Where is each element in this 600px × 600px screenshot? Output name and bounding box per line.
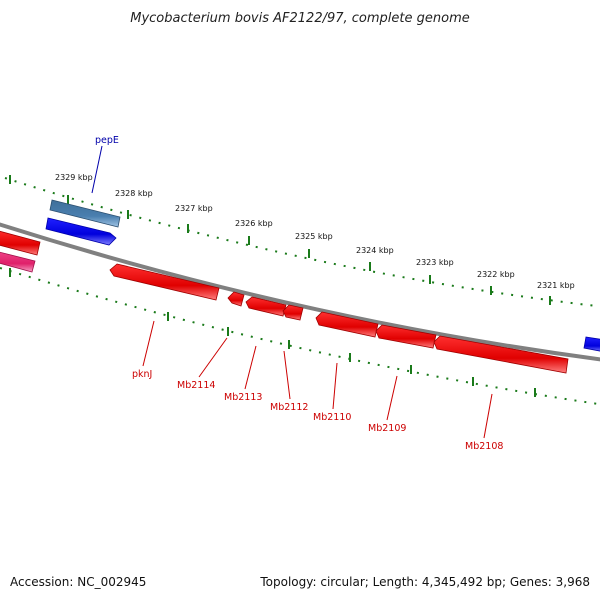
tick-label: 2328 kbp — [115, 189, 153, 198]
gene-label-Mb2114[interactable]: Mb2114 — [177, 380, 215, 391]
leader-Mb2112 — [283, 350, 291, 400]
gene-Mb2113[interactable] — [245, 296, 287, 317]
edge-genes — [0, 230, 41, 273]
tick-label: 2326 kbp — [235, 219, 273, 228]
gene-Mb2109[interactable] — [375, 324, 437, 349]
leader-pknJ — [142, 320, 155, 367]
tick-labels: 2329 kbp 2328 kbp 2327 kbp 2326 kbp 2325… — [55, 173, 575, 290]
tick-label: 2325 kbp — [295, 232, 333, 241]
gene-pepE[interactable] — [49, 199, 121, 228]
leader-Mb2110 — [332, 362, 338, 410]
leader-Mb2109 — [386, 375, 398, 421]
gene-edge-pink[interactable] — [0, 251, 36, 273]
leader-Mb2108 — [483, 393, 493, 439]
gene-pknJ[interactable] — [109, 263, 220, 301]
gene-edge-red[interactable] — [0, 230, 41, 256]
tick-label: 2327 kbp — [175, 204, 213, 213]
gene-Mb2108[interactable] — [433, 335, 569, 374]
gene-labels: pepE pknJ Mb2114 Mb2113 Mb2112 Mb2110 Mb… — [95, 135, 503, 452]
outer-tick-ring — [4, 177, 600, 308]
tick-label: 2324 kbp — [356, 246, 394, 255]
inner-tick-ring — [0, 267, 600, 406]
major-ticks — [9, 175, 551, 305]
tick-label: 2323 kbp — [416, 258, 454, 267]
accession-text: Accession: NC_002945 — [10, 575, 146, 589]
tick-label: 2321 kbp — [537, 281, 575, 290]
gene-label-pknJ[interactable]: pknJ — [132, 369, 152, 380]
genome-backbone — [0, 222, 600, 362]
inner-major-ticks — [9, 268, 536, 397]
gene-label-Mb2112[interactable]: Mb2112 — [270, 402, 308, 413]
gene-label-Mb2108[interactable]: Mb2108 — [465, 441, 503, 452]
gene-Mb2114[interactable] — [227, 291, 245, 307]
gene-label-Mb2109[interactable]: Mb2109 — [368, 423, 406, 434]
reverse-genes — [109, 263, 569, 374]
leader-Mb2113 — [244, 345, 257, 390]
gene-Mb2112[interactable] — [282, 304, 304, 321]
leader-pepE — [91, 145, 103, 194]
gene-forward-blue-right[interactable] — [583, 336, 600, 352]
gene-label-Mb2110[interactable]: Mb2110 — [313, 412, 351, 423]
leader-Mb2114 — [198, 337, 228, 378]
gene-Mb2110[interactable] — [315, 311, 379, 338]
tick-label: 2322 kbp — [477, 270, 515, 279]
label-leaders — [91, 145, 493, 439]
map-title: Mycobacterium bovis AF2122/97, complete … — [130, 11, 469, 26]
gene-forward-blue[interactable] — [45, 217, 117, 246]
genome-summary-text: Topology: circular; Length: 4,345,492 bp… — [259, 575, 590, 589]
gene-label-Mb2113[interactable]: Mb2113 — [224, 392, 262, 403]
forward-genes — [45, 199, 600, 352]
tick-label: 2329 kbp — [55, 173, 93, 182]
gene-label-pepE[interactable]: pepE — [95, 135, 119, 146]
